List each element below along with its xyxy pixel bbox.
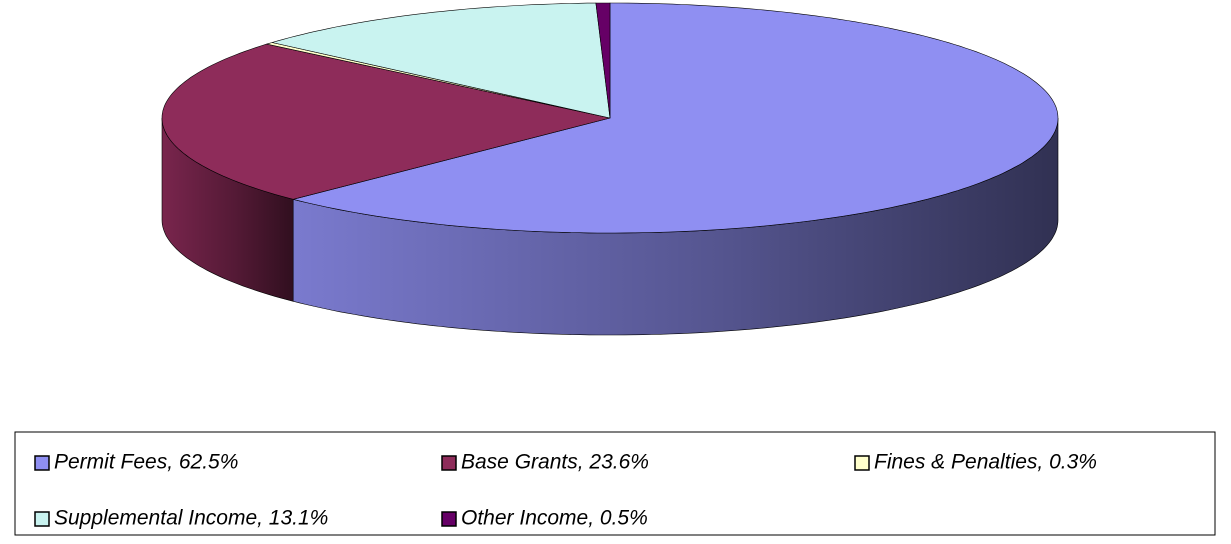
slice: [161, 43, 611, 200]
legend-label: Base Grants, 23.6%: [461, 451, 649, 474]
legend-swatch: [34, 511, 50, 527]
slice: [595, 2, 611, 119]
legend-label: Permit Fees, 62.5%: [54, 451, 238, 474]
slice-side-shade: [293, 118, 1058, 335]
legend-box: [14, 431, 1216, 536]
legend-swatch: [854, 455, 870, 471]
legend-swatch: [441, 511, 457, 527]
slice: [272, 2, 611, 119]
slice-side-shade: [162, 118, 294, 302]
legend-swatch: [34, 455, 50, 471]
legend-swatch: [441, 455, 457, 471]
legend-label: Supplemental Income, 13.1%: [54, 507, 328, 530]
legend-label: Fines & Penalties, 0.3%: [874, 451, 1097, 474]
slice: [293, 2, 1059, 234]
legend-label: Other Income, 0.5%: [461, 507, 648, 530]
